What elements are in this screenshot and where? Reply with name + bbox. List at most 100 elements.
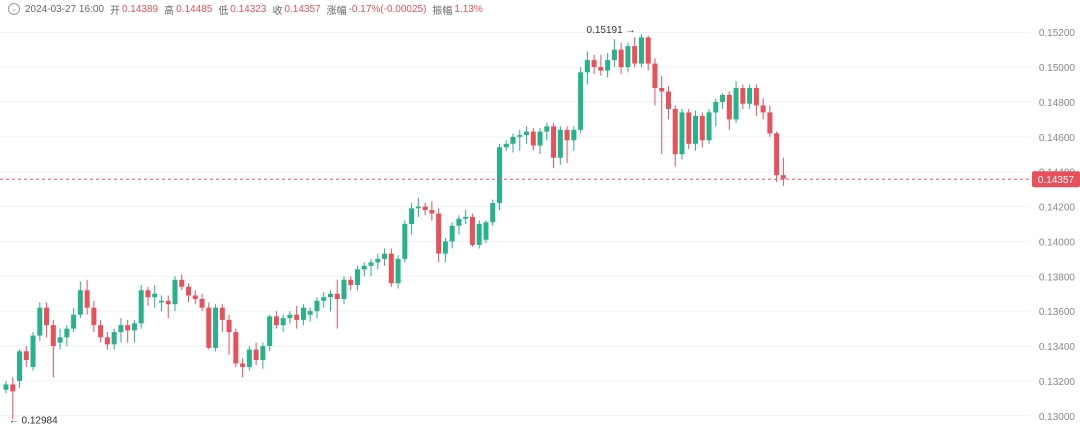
open-label: 开 [109, 5, 120, 17]
candle-body [476, 224, 482, 245]
candle-body [733, 88, 739, 120]
close-label: 收 [272, 5, 283, 17]
candle-body [17, 351, 23, 381]
candle-body [605, 60, 611, 71]
high-value: 0.14485 [176, 3, 213, 15]
candle-body [402, 224, 408, 259]
candle-body [348, 279, 354, 286]
candle-body [517, 135, 523, 137]
candle-body [456, 218, 462, 226]
candle-body [598, 67, 604, 71]
candle-body [699, 115, 705, 141]
candle-body [490, 203, 496, 223]
candle-body [368, 262, 374, 266]
candles-group[interactable] [3, 33, 786, 420]
candle-body [3, 384, 9, 390]
candle-body [267, 316, 273, 347]
candle-body [300, 307, 306, 320]
amplitude-label: 振幅 [432, 5, 453, 17]
candle-body [706, 112, 712, 141]
y-tick-label: 0.14000 [1039, 237, 1076, 248]
candle-body [30, 335, 36, 367]
candle-body [503, 143, 509, 148]
candle-body [415, 206, 421, 209]
candle-body [71, 314, 77, 329]
candle-body [307, 311, 313, 315]
y-tick-label: 0.14800 [1039, 98, 1076, 109]
last-price-label: 0.14357 [1038, 175, 1075, 186]
candle-body [145, 290, 151, 298]
candle-body [665, 91, 671, 109]
candle-body [64, 328, 70, 338]
candle-body [679, 112, 685, 155]
candle-body [449, 225, 455, 242]
max-price-marker: 0.15191 → [587, 25, 636, 36]
candle-body [50, 325, 56, 347]
candle-body [686, 112, 692, 144]
last-price-tag [1032, 171, 1080, 188]
candle-body [111, 332, 117, 345]
candle-body [213, 307, 219, 348]
candle-body [314, 300, 320, 312]
candle-body [693, 115, 699, 144]
candle-body [273, 316, 279, 326]
candle-body [226, 319, 232, 333]
min-price-marker: ← 0.12984 [9, 415, 58, 426]
candle-body [429, 210, 435, 214]
candle-body [632, 46, 638, 64]
candle-body [625, 46, 631, 68]
candle-body [557, 129, 563, 158]
change-label: 涨幅 [326, 5, 347, 17]
candle-body [537, 131, 543, 146]
candle-body [199, 298, 205, 308]
candle-body [233, 332, 239, 364]
candle-body [469, 217, 475, 245]
candle-body [442, 241, 448, 254]
candle-body [395, 258, 401, 284]
open-value: 0.14389 [121, 3, 159, 15]
candle-body [57, 337, 63, 343]
candle-body [375, 258, 381, 263]
chevron-down-icon[interactable]: ⌄ [8, 3, 20, 15]
candle-body [287, 314, 293, 319]
close-value: 0.14357 [284, 3, 321, 15]
high-label: 高 [164, 5, 175, 17]
candle-body [740, 88, 746, 104]
candle-body [611, 49, 617, 61]
candle-body [584, 60, 590, 73]
candle-body [645, 37, 651, 64]
candle-body [219, 307, 225, 320]
candle-body [253, 349, 259, 360]
candle-body [294, 314, 300, 320]
candle-body [44, 307, 50, 326]
y-tick-label: 0.15000 [1039, 63, 1076, 74]
candle-body [260, 346, 266, 360]
candle-body [192, 295, 198, 299]
grid-lines [0, 31, 1030, 417]
candle-body [382, 253, 388, 259]
candle-body [388, 253, 394, 284]
candle-body [77, 290, 83, 315]
candle-body [463, 217, 469, 219]
candle-body [361, 265, 367, 270]
candle-body [551, 126, 557, 158]
candle-body [767, 112, 773, 134]
candle-body [138, 290, 144, 324]
candle-body [618, 49, 624, 68]
y-tick-label: 0.13200 [1039, 377, 1076, 388]
candle-body [10, 384, 16, 392]
candle-body [591, 60, 597, 68]
candle-body [37, 307, 43, 336]
candle-body [564, 129, 570, 141]
candle-body [409, 208, 415, 224]
candle-body [774, 133, 780, 176]
candle-body [131, 323, 137, 331]
candle-body [780, 175, 786, 179]
candle-body [246, 349, 252, 367]
candle-body [240, 363, 246, 367]
candle-body [98, 325, 104, 338]
candle-body [720, 94, 726, 102]
candle-body [760, 105, 766, 113]
candle-body [125, 325, 131, 331]
